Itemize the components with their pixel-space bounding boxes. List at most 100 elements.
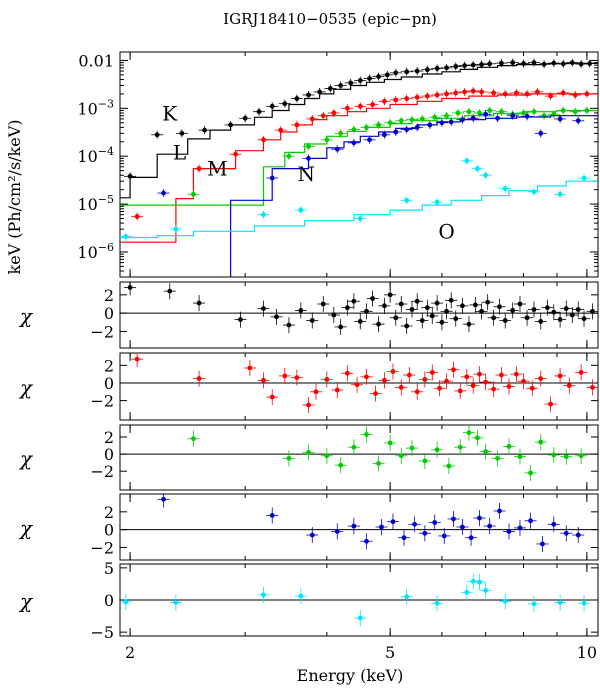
- residual-point: [294, 375, 300, 381]
- residual-point: [581, 600, 587, 606]
- series-label-L: L: [173, 141, 186, 165]
- x-tick-label: 2: [125, 643, 135, 662]
- data-point: [334, 146, 340, 152]
- residual-point: [551, 452, 557, 458]
- data-point: [432, 114, 438, 120]
- model-step-O: [120, 180, 598, 239]
- data-point: [479, 62, 484, 67]
- residual-point: [173, 600, 179, 605]
- residual-point: [517, 301, 523, 307]
- data-point: [538, 130, 544, 136]
- residual-point: [557, 317, 563, 322]
- residual-point: [529, 385, 535, 391]
- residual-point: [466, 430, 472, 436]
- residual-point: [409, 445, 415, 451]
- residual-panel-K: 20−2 χ: [18, 281, 599, 349]
- residual-point: [477, 371, 482, 377]
- spectrum-frame: [119, 51, 599, 278]
- residual-point: [429, 313, 435, 319]
- data-point: [404, 197, 410, 203]
- residual-point: [548, 401, 553, 407]
- residual-point: [309, 532, 315, 538]
- residual-point: [376, 461, 381, 466]
- data-point: [269, 103, 275, 109]
- data-point: [560, 90, 566, 96]
- residual-point: [269, 513, 275, 518]
- data-point: [557, 116, 563, 122]
- data-point: [351, 127, 357, 132]
- residual-point: [483, 587, 489, 593]
- residual-point: [398, 384, 404, 390]
- residual-point: [487, 523, 493, 529]
- data-point: [370, 102, 375, 107]
- data-point: [487, 61, 493, 67]
- data-point: [470, 115, 476, 121]
- data-point: [306, 92, 311, 98]
- residual-point: [491, 315, 497, 321]
- residual-point: [298, 593, 304, 599]
- residual-point: [557, 373, 563, 379]
- residual-point: [502, 598, 508, 604]
- residual-point: [472, 302, 478, 308]
- data-point: [444, 65, 449, 71]
- residual-point: [483, 449, 489, 454]
- residual-point: [513, 371, 519, 377]
- residual-point: [306, 449, 311, 455]
- y-tick-label: 0: [104, 304, 114, 323]
- data-point: [487, 108, 493, 113]
- data-point: [444, 113, 449, 119]
- y-tick-label: 0: [104, 445, 114, 464]
- residual-frame: [119, 352, 599, 421]
- residual-point: [563, 530, 569, 536]
- data-point: [424, 67, 430, 73]
- residual-point: [412, 521, 418, 527]
- data-point: [414, 68, 420, 74]
- residual-point: [441, 533, 447, 539]
- data-point: [269, 175, 275, 181]
- residual-point: [434, 600, 440, 606]
- residual-point: [470, 578, 476, 584]
- residual-point: [506, 529, 512, 534]
- residual-frame: [119, 493, 599, 561]
- residual-point: [424, 305, 430, 311]
- y-tick-label: 2: [104, 503, 114, 522]
- data-point: [306, 155, 311, 161]
- data-point: [278, 127, 284, 133]
- series-L: L: [120, 86, 598, 243]
- data-point: [338, 83, 344, 88]
- residual-frame: [119, 281, 599, 349]
- residual-point: [444, 378, 449, 384]
- residual-point: [404, 594, 410, 600]
- residual-point: [434, 447, 440, 453]
- data-point: [286, 153, 292, 159]
- series-label-O: O: [438, 220, 454, 244]
- residual-point: [274, 314, 279, 320]
- residual-point: [451, 516, 456, 522]
- residual-point: [167, 288, 173, 294]
- residual-point: [506, 384, 512, 389]
- residual-point: [161, 496, 166, 502]
- data-point: [453, 64, 459, 69]
- residual-point: [460, 524, 465, 530]
- y-tick-label: −5: [90, 623, 114, 642]
- data-point: [534, 89, 540, 95]
- data-point: [327, 86, 333, 91]
- residual-point: [451, 367, 456, 373]
- data-point: [261, 212, 266, 218]
- residual-point: [373, 391, 378, 396]
- residual-point: [439, 319, 445, 325]
- residual-point: [306, 402, 311, 408]
- data-point: [502, 186, 508, 192]
- data-point: [419, 116, 425, 122]
- y-tick-label: 0: [104, 591, 114, 610]
- residual-point: [448, 297, 454, 303]
- residual-point: [497, 508, 502, 514]
- y-tick-label: 10−3: [77, 97, 114, 118]
- data-point: [584, 91, 590, 97]
- residual-panel-N: 20−2 χ: [18, 493, 599, 561]
- residual-point: [540, 541, 545, 547]
- data-point: [572, 109, 578, 115]
- data-point: [414, 94, 420, 100]
- y-tick-label: 2: [104, 286, 114, 305]
